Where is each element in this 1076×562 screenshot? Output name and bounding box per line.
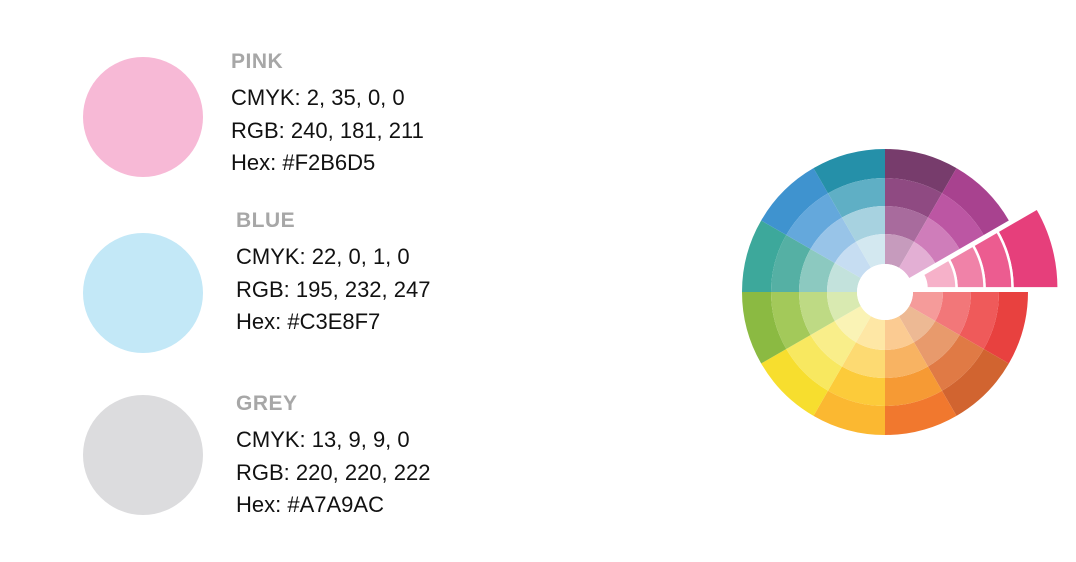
wheel-cell-red-ring-2 <box>959 292 999 349</box>
grey-cmyk: CMYK: 13, 9, 9, 0 <box>236 427 410 452</box>
wheel-segment-yellow-orange <box>813 316 885 435</box>
wheel-cell-red-orange-ring-4 <box>899 306 936 343</box>
grey-rgb: RGB: 220, 220, 222 <box>236 459 431 485</box>
grey-hex: Hex: #A7A9AC <box>236 492 384 517</box>
wheel-cell-purple-ring-3 <box>914 217 960 263</box>
wheel-cell-red-ring-1 <box>983 292 1028 364</box>
wheel-cell-purple-ring-2 <box>928 193 984 249</box>
pink-rgb: RGB: 240, 181, 211 <box>231 117 424 143</box>
wheel-cell-yellow-ring-4 <box>834 306 871 343</box>
pink-swatch <box>83 57 203 177</box>
wheel-cell-magenta-pink-ring-4 <box>921 258 958 290</box>
wheel-cell-violet-ring-1 <box>885 149 957 194</box>
wheel-segment-green <box>742 220 861 292</box>
wheel-segment-blue <box>813 149 885 268</box>
wheel-cell-yellow-orange-ring-3 <box>842 342 885 378</box>
wheel-cell-blue-ring-4 <box>856 234 885 268</box>
wheel-cell-purple-ring-4 <box>899 241 936 278</box>
color-wheel <box>742 149 1060 435</box>
wheel-cell-yellow-green-ring-1 <box>742 292 787 364</box>
wheel-cell-orange-ring-4 <box>885 316 914 350</box>
wheel-segment-yellow <box>761 306 871 416</box>
wheel-cell-blue-ring-1 <box>813 149 885 194</box>
wheel-cell-violet-ring-4 <box>885 234 914 268</box>
blue-cmyk: CMYK: 22, 0, 1, 0 <box>236 244 410 269</box>
blue-info: BLUE CMYK: 22, 0, 1, 0 RGB: 195, 232, 24… <box>236 209 430 339</box>
grey-swatch <box>83 395 203 515</box>
pink-hex: Hex: #F2B6D5 <box>231 150 376 175</box>
wheel-cell-red-ring-4 <box>909 292 943 321</box>
wheel-cell-green-ring-1 <box>742 220 787 292</box>
wheel-cell-yellow-ring-1 <box>761 349 828 416</box>
wheel-cell-yellow-green-ring-3 <box>799 292 835 335</box>
wheel-cell-green-ring-2 <box>771 235 811 292</box>
wheel-segment-violet <box>885 149 957 268</box>
wheel-cell-blue-green-ring-1 <box>761 168 828 235</box>
wheel-segment-yellow-green <box>742 292 861 364</box>
wheel-cell-red-orange-ring-2 <box>928 335 984 391</box>
wheel-cell-orange-ring-1 <box>885 390 957 435</box>
wheel-segment-red-orange <box>899 306 1009 416</box>
blue-swatch <box>83 233 203 353</box>
wheel-cell-orange-ring-3 <box>885 342 928 378</box>
pink-info: PINK CMYK: 2, 35, 0, 0 RGB: 240, 181, 21… <box>231 50 424 180</box>
wheel-cell-yellow-ring-2 <box>786 335 842 391</box>
wheel-segment-purple <box>899 168 1009 278</box>
blue-rgb: RGB: 195, 232, 247 <box>236 276 431 302</box>
wheel-cell-red-orange-ring-1 <box>942 349 1009 416</box>
wheel-segment-orange <box>885 316 957 435</box>
wheel-cell-blue-green-ring-3 <box>810 217 856 263</box>
wheel-segment-red <box>909 292 1028 364</box>
wheel-segment-blue-green <box>761 168 871 278</box>
wheel-cell-yellow-green-ring-4 <box>827 292 861 321</box>
grey-title: GREY <box>236 392 298 415</box>
blue-hex: Hex: #C3E8F7 <box>236 309 381 334</box>
wheel-cell-yellow-orange-ring-1 <box>813 390 885 435</box>
wheel-cell-red-ring-3 <box>935 292 971 335</box>
wheel-center <box>857 264 913 320</box>
wheel-cell-violet-ring-2 <box>885 178 942 218</box>
wheel-cell-blue-green-ring-4 <box>834 241 871 278</box>
wheel-cell-blue-green-ring-2 <box>786 193 842 249</box>
wheel-cell-yellow-green-ring-2 <box>771 292 811 349</box>
wheel-cell-blue-ring-2 <box>828 178 885 218</box>
wheel-cell-red-orange-ring-3 <box>914 321 960 367</box>
wheel-cell-green-ring-3 <box>799 249 835 292</box>
wheel-cell-violet-ring-3 <box>885 206 928 242</box>
grey-info: GREY CMYK: 13, 9, 9, 0 RGB: 220, 220, 22… <box>236 392 430 522</box>
wheel-cell-purple-ring-1 <box>942 168 1009 235</box>
pink-title: PINK <box>231 50 284 73</box>
blue-title: BLUE <box>236 209 296 232</box>
wheel-segment-magenta-pink <box>921 207 1060 290</box>
wheel-cell-orange-ring-2 <box>885 366 942 406</box>
wheel-cell-yellow-orange-ring-2 <box>828 366 885 406</box>
pink-cmyk: CMYK: 2, 35, 0, 0 <box>231 85 405 110</box>
wheel-cell-yellow-orange-ring-4 <box>856 316 885 350</box>
wheel-cell-green-ring-4 <box>827 263 861 292</box>
wheel-cell-yellow-ring-3 <box>810 321 856 367</box>
wheel-cell-blue-ring-3 <box>842 206 885 242</box>
